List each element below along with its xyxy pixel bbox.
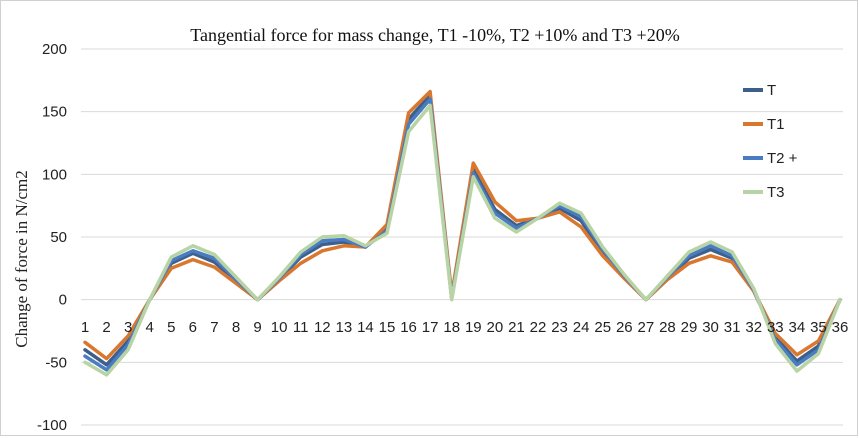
x-tick-label: 25 [594,319,611,336]
x-tick-label: 35 [810,319,827,336]
x-tick-label: 22 [530,319,547,336]
x-tick-label: 8 [232,319,240,336]
chart-title: Tangential force for mass change, T1 -10… [190,25,679,45]
x-tick-label: 11 [293,319,309,336]
x-tick-label: 10 [271,319,288,336]
y-tick-label: 100 [42,166,67,183]
x-tick-label: 18 [443,319,460,336]
x-tick-label: 36 [832,319,849,336]
legend-label: T [767,82,776,99]
gridlines [81,48,843,426]
x-tick-label: 7 [210,319,218,336]
series-line-4 [83,103,842,377]
x-tick-label: 5 [167,319,175,336]
x-tick-label: 14 [357,319,374,336]
x-tick-label: 9 [253,319,261,336]
y-tick-label: -100 [37,417,67,434]
x-tick-label: 27 [638,319,655,336]
x-tick-label: 23 [551,319,568,336]
y-tick-label: 0 [59,292,67,309]
x-tick-label: 26 [616,319,633,336]
x-tick-label: 31 [724,319,741,336]
y-axis-ticks: -100 -50 0 50 100 150 200 [37,41,67,434]
x-tick-label: 17 [422,319,439,336]
x-tick-label: 15 [379,319,396,336]
x-tick-label: 13 [336,319,353,336]
x-tick-label: 29 [681,319,698,336]
x-tick-label: 32 [745,319,762,336]
y-tick-label: 200 [42,41,67,58]
x-tick-label: 21 [508,319,525,336]
x-tick-label: 33 [767,319,784,336]
x-tick-label: 28 [659,319,676,336]
x-axis-ticks: 1 2 3 4 5 6 7 8 9 10 11 12 13 14 15 16 17 18 19 20 21 22 23 24 2… [81,319,849,336]
x-tick-label: 2 [102,319,110,336]
y-axis-label: Change of force in N/cm2 [12,170,31,348]
y-tick-label: 50 [50,229,67,246]
x-tick-label: 19 [465,319,482,336]
series-lines [83,89,842,377]
legend-label: T2 + [767,150,798,167]
x-tick-label: 3 [124,319,132,336]
y-tick-label: -50 [45,354,67,371]
x-tick-label: 24 [573,319,590,336]
x-tick-label: 34 [789,319,806,336]
legend-label: T1 [767,116,785,133]
x-tick-label: 20 [487,319,504,336]
y-tick-label: 150 [42,104,67,121]
legend-label: T3 [767,184,785,201]
x-tick-label: 1 [81,319,89,336]
x-tick-label: 12 [314,319,331,336]
x-tick-label: 16 [400,319,417,336]
x-tick-label: 4 [146,319,154,336]
x-tick-label: 6 [189,319,197,336]
legend: T T1 T2 + T3 [743,82,798,201]
x-tick-label: 30 [702,319,719,336]
